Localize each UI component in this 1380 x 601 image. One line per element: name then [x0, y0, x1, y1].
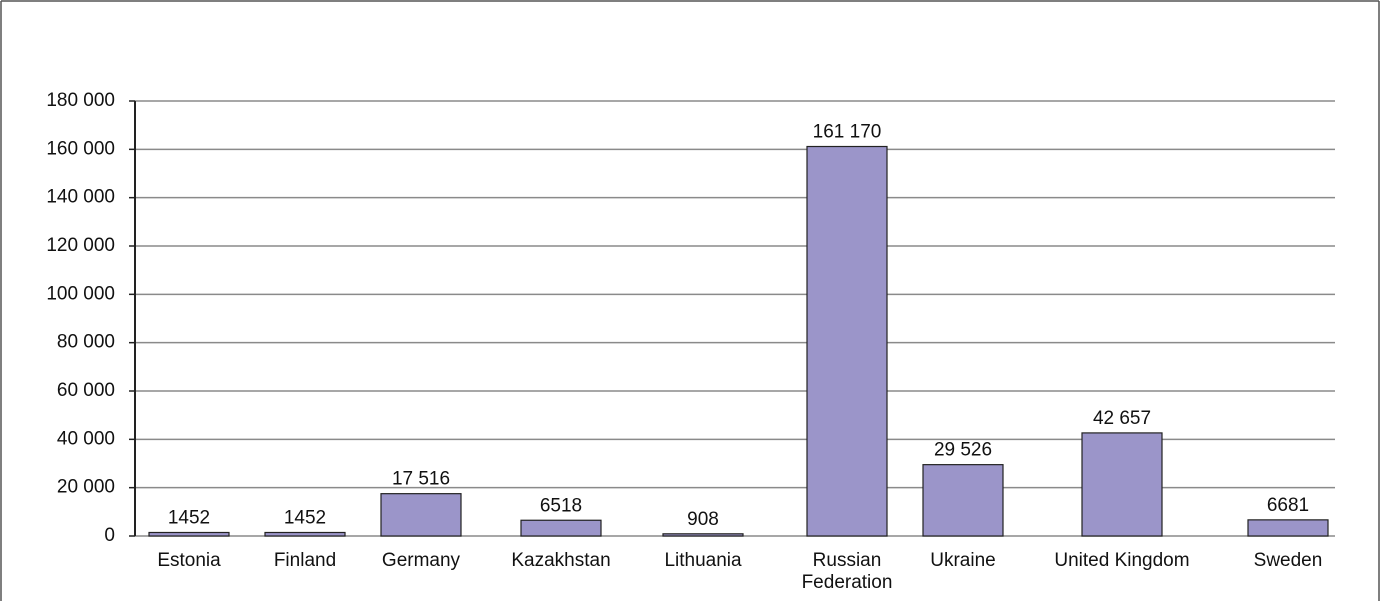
bar: [380, 493, 462, 537]
value-label: 6518: [540, 495, 582, 516]
bar: [1081, 432, 1163, 537]
bar: [662, 533, 744, 537]
y-tick-label: 100 000: [46, 283, 115, 304]
value-label: 17 516: [392, 469, 450, 490]
y-tick-label: 120 000: [46, 235, 115, 256]
x-tick-label: Russian Federation: [801, 550, 893, 593]
y-tick-label: 140 000: [46, 187, 115, 208]
x-tick-label: Lithuania: [664, 550, 742, 571]
value-label: 1452: [284, 508, 326, 529]
bar: [148, 531, 230, 537]
x-tick-label: Sweden: [1253, 550, 1323, 571]
x-tick-label-box: United Kingdom: [1054, 550, 1190, 571]
bar: [264, 531, 346, 537]
y-tick-label: 80 000: [57, 332, 115, 353]
x-tick-label-box: Germany: [381, 550, 461, 571]
x-tick-label-box: Russian Federation: [801, 550, 893, 593]
x-tick-label: Finland: [273, 550, 337, 571]
value-label: 42 657: [1093, 408, 1151, 429]
bar: [520, 519, 602, 537]
value-label: 161 170: [813, 122, 882, 143]
bar: [1247, 519, 1329, 537]
value-label: 29 526: [934, 440, 992, 461]
y-tick-label: 0: [104, 525, 115, 546]
bar: [922, 464, 1004, 537]
x-tick-label-box: Lithuania: [664, 550, 742, 571]
x-tick-label: Estonia: [157, 550, 221, 571]
bar: [806, 145, 888, 537]
x-tick-label-box: Finland: [273, 550, 337, 571]
x-tick-label-box: Estonia: [157, 550, 221, 571]
value-label: 1452: [168, 508, 210, 529]
x-tick-label-box: Kazakhstan: [511, 550, 611, 571]
x-tick-label: Germany: [381, 550, 461, 571]
x-tick-label: Ukraine: [930, 550, 996, 571]
x-tick-label: Kazakhstan: [511, 550, 611, 571]
y-tick-label: 180 000: [46, 90, 115, 111]
value-label: 6681: [1267, 495, 1309, 516]
y-tick-label: 60 000: [57, 380, 115, 401]
x-tick-label-box: Ukraine: [930, 550, 996, 571]
y-tick-label: 20 000: [57, 477, 115, 498]
value-label: 908: [687, 509, 719, 530]
y-tick-label: 40 000: [57, 428, 115, 449]
x-tick-label-box: Sweden: [1253, 550, 1323, 571]
y-tick-label: 160 000: [46, 138, 115, 159]
x-tick-label: United Kingdom: [1054, 550, 1190, 571]
